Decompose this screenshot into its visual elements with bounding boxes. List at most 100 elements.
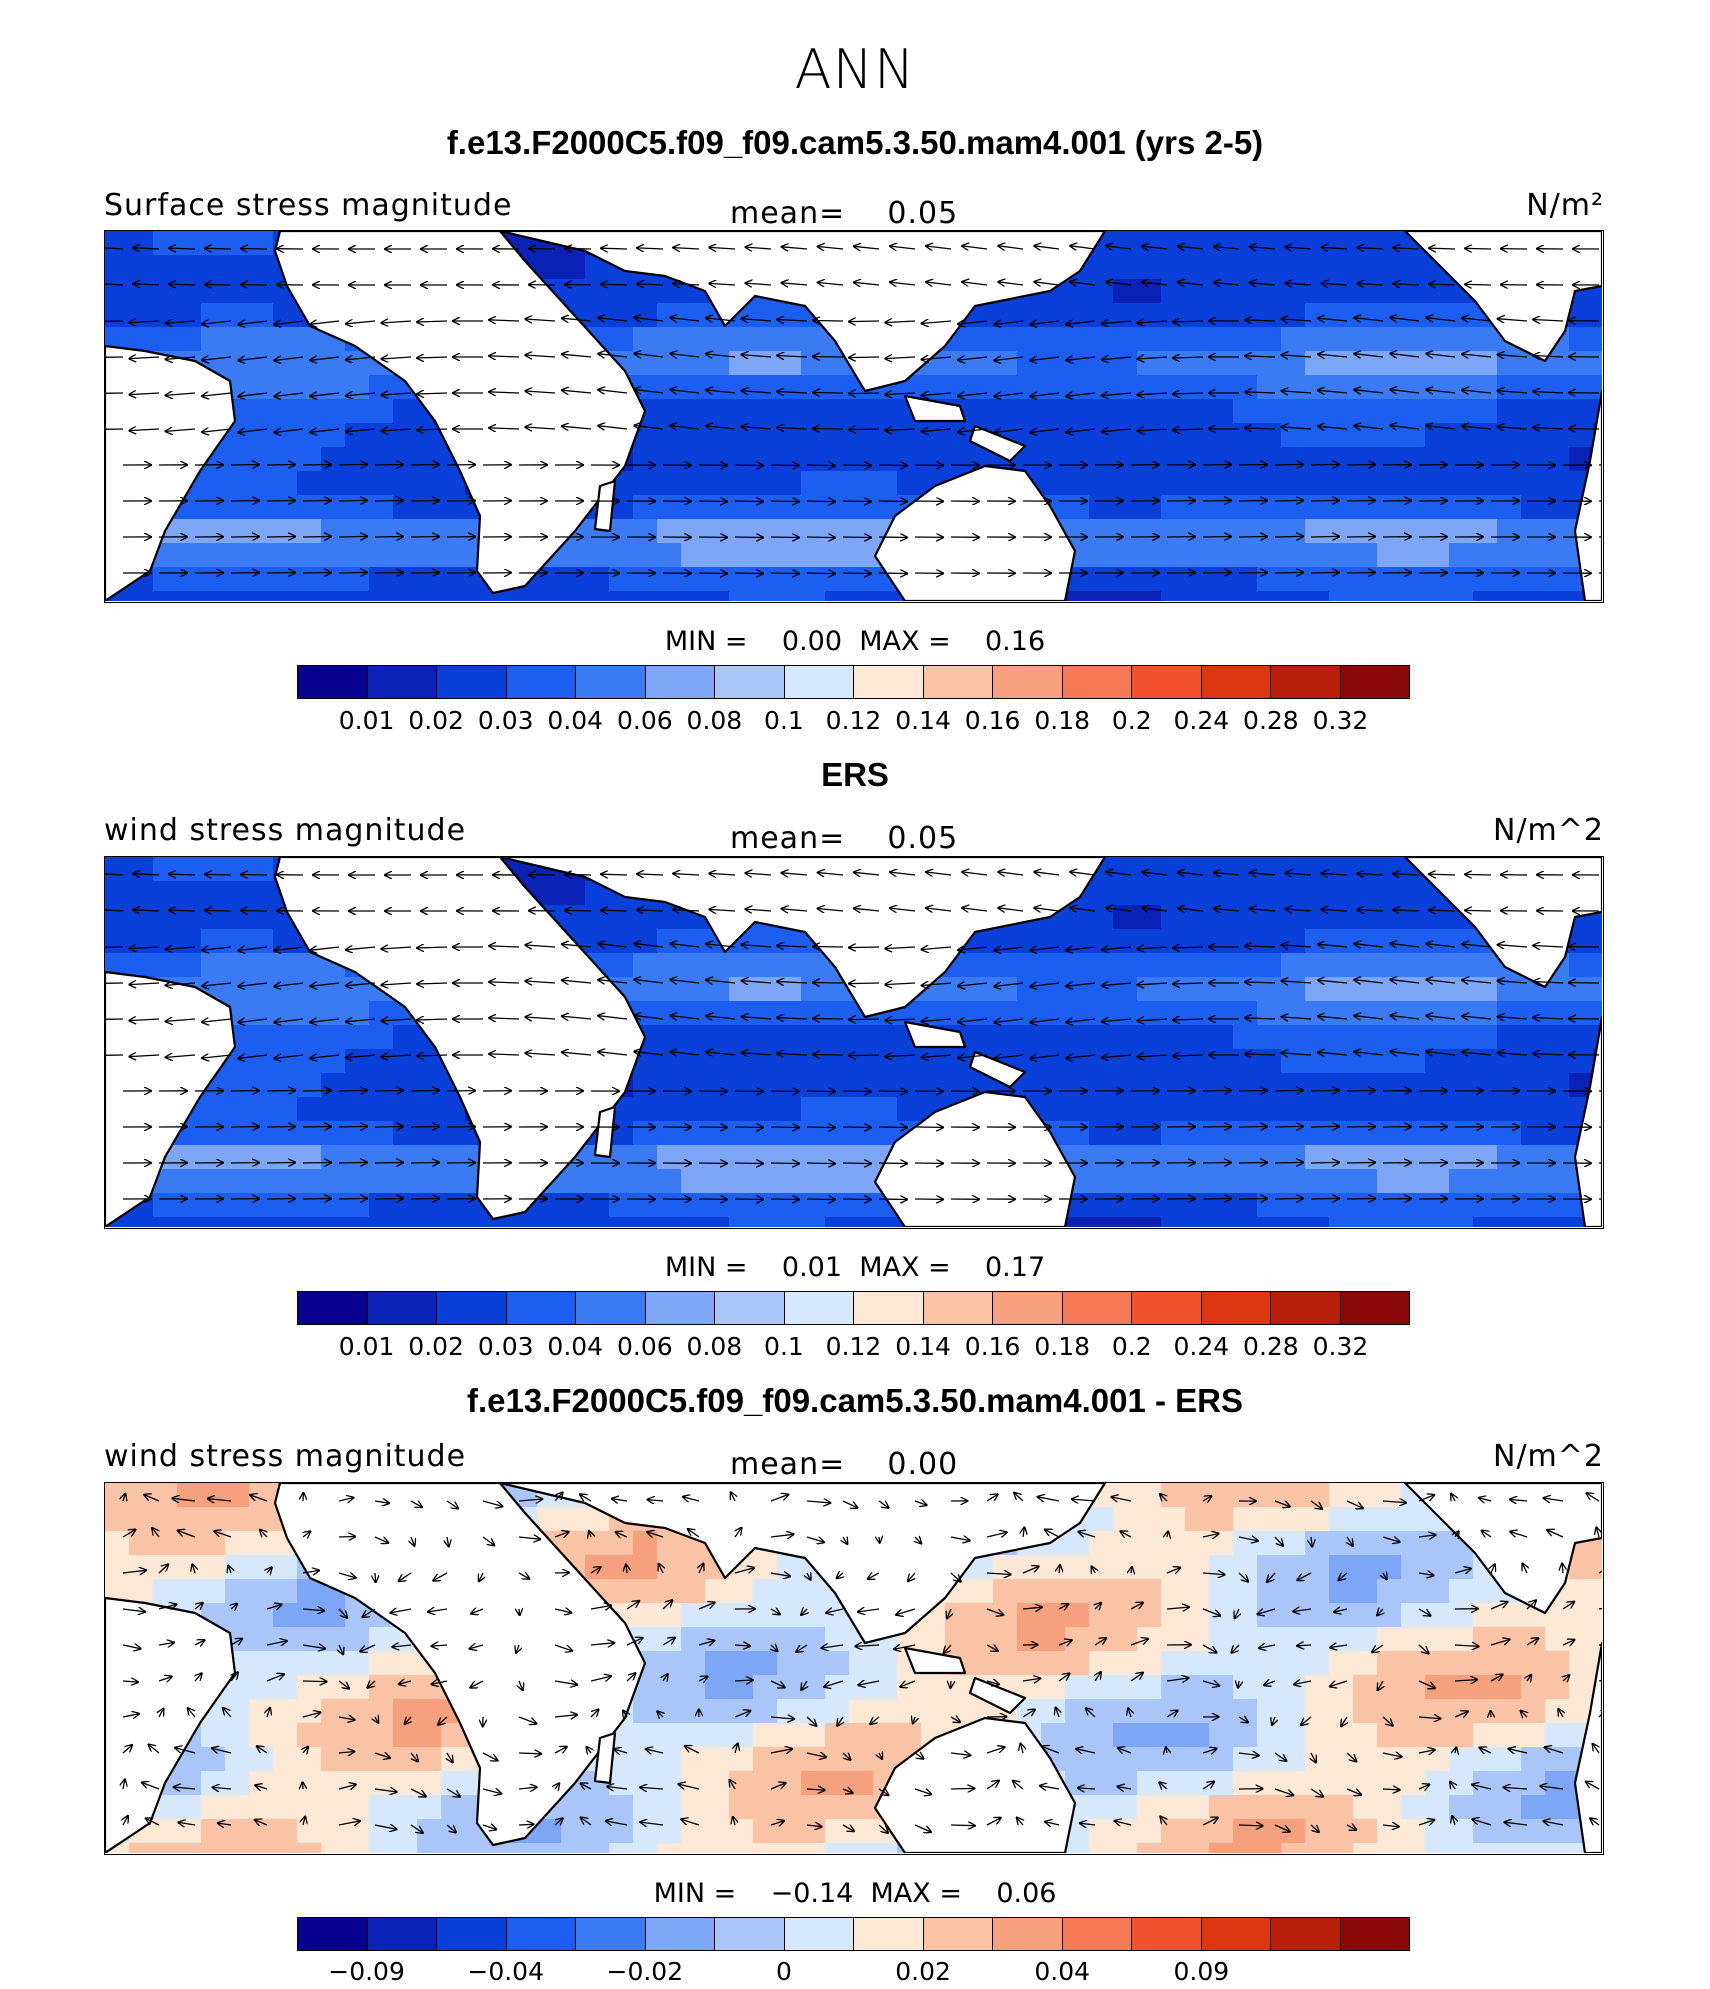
colorbar-swatch [784,1292,854,1324]
panel-3-max-label: MAX = [870,1878,962,1909]
colorbar-swatch [576,666,646,698]
colorbar-swatch [1271,1918,1341,1950]
colorbar-tick-label: 0.1 [764,1332,804,1361]
coastlines [105,1483,1602,1853]
colorbar-swatch [1062,1292,1132,1324]
colorbar-swatch [645,1918,715,1950]
colorbar-tick-label: 0.04 [1034,1957,1091,1986]
colorbar-swatch [506,666,576,698]
panel-2-max-value: 0.17 [985,1252,1046,1283]
colorbar-tick-label: 0.12 [825,706,882,735]
panel-1-variable-label: Surface stress magnitude [104,188,513,223]
colorbar-swatch [993,1292,1063,1324]
panel-1-mean-value: 0.05 [887,196,959,231]
panel-2-max-label: MAX = [859,1252,951,1283]
colorbar-swatch [923,666,993,698]
colorbar-tick-label: 0.03 [477,1332,534,1361]
colorbar-swatch [437,1292,507,1324]
colorbar-swatch [298,1918,368,1950]
colorbar-tick-label: −0.02 [606,1957,684,1986]
colorbar-tick-label: 0.2 [1111,1332,1152,1361]
panel-2-map [104,856,1604,1229]
wind-vectors [105,872,1602,1200]
panel-1-units: N/m² [1526,188,1604,223]
colorbar-swatch [506,1918,576,1950]
colorbar-swatch [437,1918,507,1950]
colorbar-tick-label: 0.18 [1034,1332,1091,1361]
colorbar-tick-label: 0.01 [338,1332,395,1361]
panel-3-min-label: MIN = [653,1878,737,1909]
colorbar-swatch [854,666,924,698]
colorbar-swatch [506,1292,576,1324]
colorbar-tick-label: 0.28 [1243,706,1299,735]
colorbar-tick-label: 0.14 [895,1332,951,1361]
panel-1-min-value: 0.00 [781,626,843,657]
panel-2-colorbar-labels: 0.01 0.02 0.03 0.04 0.06 0.08 0.1 0.12 0.14 0.16 0… [297,1332,1410,1362]
colorbar-tick-label: 0.16 [964,706,1021,735]
colorbar-tick-label: 0.1 [764,706,804,735]
panel-3-mean-value: 0.00 [887,1447,959,1482]
panel-3-min-max: MIN = −0.14 MAX = 0.06 [0,1878,1710,1909]
colorbar-tick-label: 0.06 [616,1332,673,1361]
colorbar-swatch [1201,1918,1271,1950]
wind-vectors [105,246,1602,574]
panel-1-mean-label: mean= [730,196,846,231]
panel-2-min-value: 0.01 [781,1252,843,1283]
panel-2-variable-label: wind stress magnitude [104,813,467,848]
colorbar-swatch [1271,1292,1341,1324]
colorbar-swatch [576,1918,646,1950]
colorbar-swatch [1062,1918,1132,1950]
colorbar-tick-label: 0.12 [825,1332,882,1361]
colorbar-tick-label: 0.08 [686,1332,743,1361]
colorbar-swatch [854,1292,924,1324]
panel-3-min-value: −0.14 [770,1878,854,1909]
panel-3-units: N/m^2 [1493,1439,1604,1474]
colorbar-tick-label: 0.02 [895,1957,951,1986]
colorbar-swatch [1271,666,1341,698]
colorbar-swatch [367,1918,437,1950]
colorbar-swatch [367,1292,437,1324]
colorbar-tick-label: 0.03 [477,706,534,735]
wind-vectors [123,1492,1602,1833]
panel-3-variable-label: wind stress magnitude [104,1439,467,1474]
panel-3-colorbar-labels: −0.09 −0.04 −0.02 0 0.02 0.04 0.09 [297,1957,1410,1987]
panel-1-max-label: MAX = [859,626,951,657]
panel-1-min-label: MIN = [664,626,748,657]
season-title: ANN [794,38,916,101]
colorbar-tick-label: 0.18 [1034,706,1091,735]
panel-1-mean: mean= 0.05 [730,196,958,231]
colorbar-swatch [1062,666,1132,698]
colorbar-tick-label: 0.24 [1173,1332,1230,1361]
colorbar-swatch [715,1292,785,1324]
panel-3-mean-label: mean= [730,1447,846,1482]
colorbar-swatch [923,1292,993,1324]
panel-3-map [104,1482,1604,1855]
panel-2-min-label: MIN = [664,1252,748,1283]
colorbar-tick-label: 0.16 [964,1332,1021,1361]
colorbar-swatch [1132,666,1202,698]
colorbar-swatch [1340,1918,1409,1950]
colorbar-tick-label: 0.28 [1243,1332,1299,1361]
colorbar-tick-label: 0.01 [338,706,395,735]
colorbar-swatch [784,1918,854,1950]
panel-3-title: f.e13.F2000C5.f09_f09.cam5.3.50.mam4.001… [467,1382,1243,1419]
colorbar-swatch [298,1292,368,1324]
colorbar-tick-label: 0.04 [547,706,604,735]
panel-2-title: ERS [821,756,889,793]
panel-1-min-max: MIN = 0.00 MAX = 0.16 [0,626,1710,657]
colorbar-tick-label: 0.09 [1173,1957,1230,1986]
colorbar-tick-label: 0.24 [1173,706,1230,735]
colorbar-swatch [298,666,368,698]
panel-1-colorbar [297,665,1410,699]
colorbar-swatch [1132,1918,1202,1950]
colorbar-swatch [923,1918,993,1950]
colorbar-swatch [1340,666,1409,698]
panel-2-mean-label: mean= [730,821,846,856]
colorbar-tick-label: 0 [775,1957,792,1986]
colorbar-swatch [645,1292,715,1324]
colorbar-swatch [1340,1292,1409,1324]
colorbar-tick-label: 0.08 [686,706,743,735]
colorbar-swatch [784,666,854,698]
colorbar-swatch [715,666,785,698]
panel-1-max-value: 0.16 [985,626,1046,657]
